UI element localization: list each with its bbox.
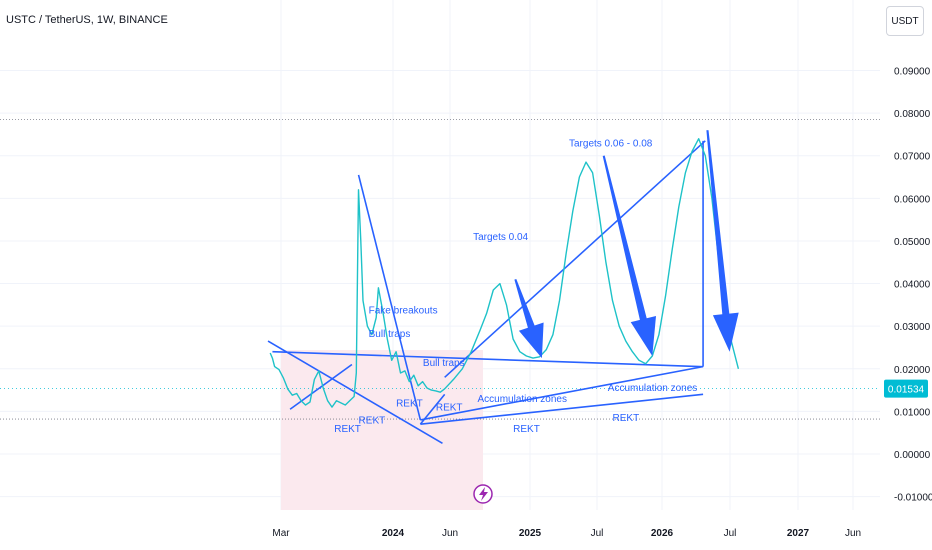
historical-shade — [281, 350, 483, 510]
down-arrow — [514, 279, 544, 359]
down-arrow — [602, 155, 656, 356]
x-tick-label: Jul — [591, 528, 604, 539]
annotation-label: REKT — [513, 424, 540, 435]
trend-line — [289, 363, 353, 410]
horizontal-levels — [0, 119, 880, 420]
trend-line — [272, 350, 704, 368]
y-tick-label: 0.03000 — [894, 322, 931, 333]
annotation-label: Bull traps — [369, 329, 411, 340]
x-axis: Mar 2024 Jun 2025 Jul 2026 Jul 2027 Jun — [272, 528, 861, 539]
trend-lines — [267, 140, 706, 445]
y-tick-label: 0.06000 — [894, 194, 931, 205]
y-tick-label: 0.04000 — [894, 280, 931, 291]
x-tick-label: Jul — [724, 528, 737, 539]
currency-button[interactable]: USDT — [886, 6, 924, 36]
annotation-label: Accumulation zones — [477, 394, 567, 405]
y-axis: 0.09000 0.08000 0.07000 0.06000 0.05000 0.040… — [894, 67, 932, 504]
y-tick-label: 0.08000 — [894, 109, 931, 120]
x-tick-label: 2026 — [651, 528, 674, 539]
trend-line — [420, 393, 704, 425]
current-price-label: 0.01534 — [888, 385, 925, 396]
x-tick-label: Jun — [442, 528, 458, 539]
x-tick-label: 2025 — [519, 528, 542, 539]
down-arrow — [706, 130, 739, 352]
trend-line — [357, 174, 422, 421]
annotation-label: REKT — [613, 413, 640, 424]
annotation-label: Targets 0.04 — [473, 232, 528, 243]
annotation-label: Bull traps — [423, 358, 465, 369]
annotation-label: Fake breakouts — [369, 305, 438, 316]
x-tick-label: 2024 — [382, 528, 405, 539]
trend-line — [267, 340, 443, 445]
annotation-label: Accumulation zones — [608, 383, 698, 394]
x-tick-label: Mar — [272, 528, 290, 539]
y-tick-label: -0.01000 — [894, 493, 932, 504]
target-arrows — [514, 130, 739, 359]
y-tick-label: 0.00000 — [894, 450, 931, 461]
y-tick-label: 0.09000 — [894, 67, 931, 78]
x-tick-label: Jun — [845, 528, 861, 539]
y-tick-label: 0.07000 — [894, 152, 931, 163]
price-line — [269, 189, 446, 408]
lightning-icon — [479, 487, 488, 501]
y-tick-label: 0.02000 — [894, 365, 931, 376]
annotation-label: REKT — [334, 424, 361, 435]
event-marker[interactable] — [473, 484, 493, 504]
annotation-label: REKT — [396, 398, 423, 409]
y-tick-label: 0.05000 — [894, 237, 931, 248]
annotation-label: REKT — [436, 403, 463, 414]
annotation-label: Targets 0.06 - 0.08 — [569, 138, 653, 149]
annotation-label: REKT — [359, 415, 386, 426]
current-price-tag: 0.01534 — [884, 379, 928, 398]
y-tick-label: 0.01000 — [894, 407, 931, 418]
x-tick-label: 2027 — [787, 528, 810, 539]
chart-title: USTC / TetherUS, 1W, BINANCE — [6, 14, 168, 26]
trend-line — [420, 365, 704, 421]
trend-line — [419, 393, 446, 425]
current-price-tag-bg — [884, 379, 928, 398]
annotations: Targets 0.06 - 0.08 Targets 0.04 Fake brea… — [334, 138, 697, 434]
trend-line — [444, 140, 706, 378]
price-line — [444, 137, 740, 390]
price-series — [269, 137, 740, 408]
